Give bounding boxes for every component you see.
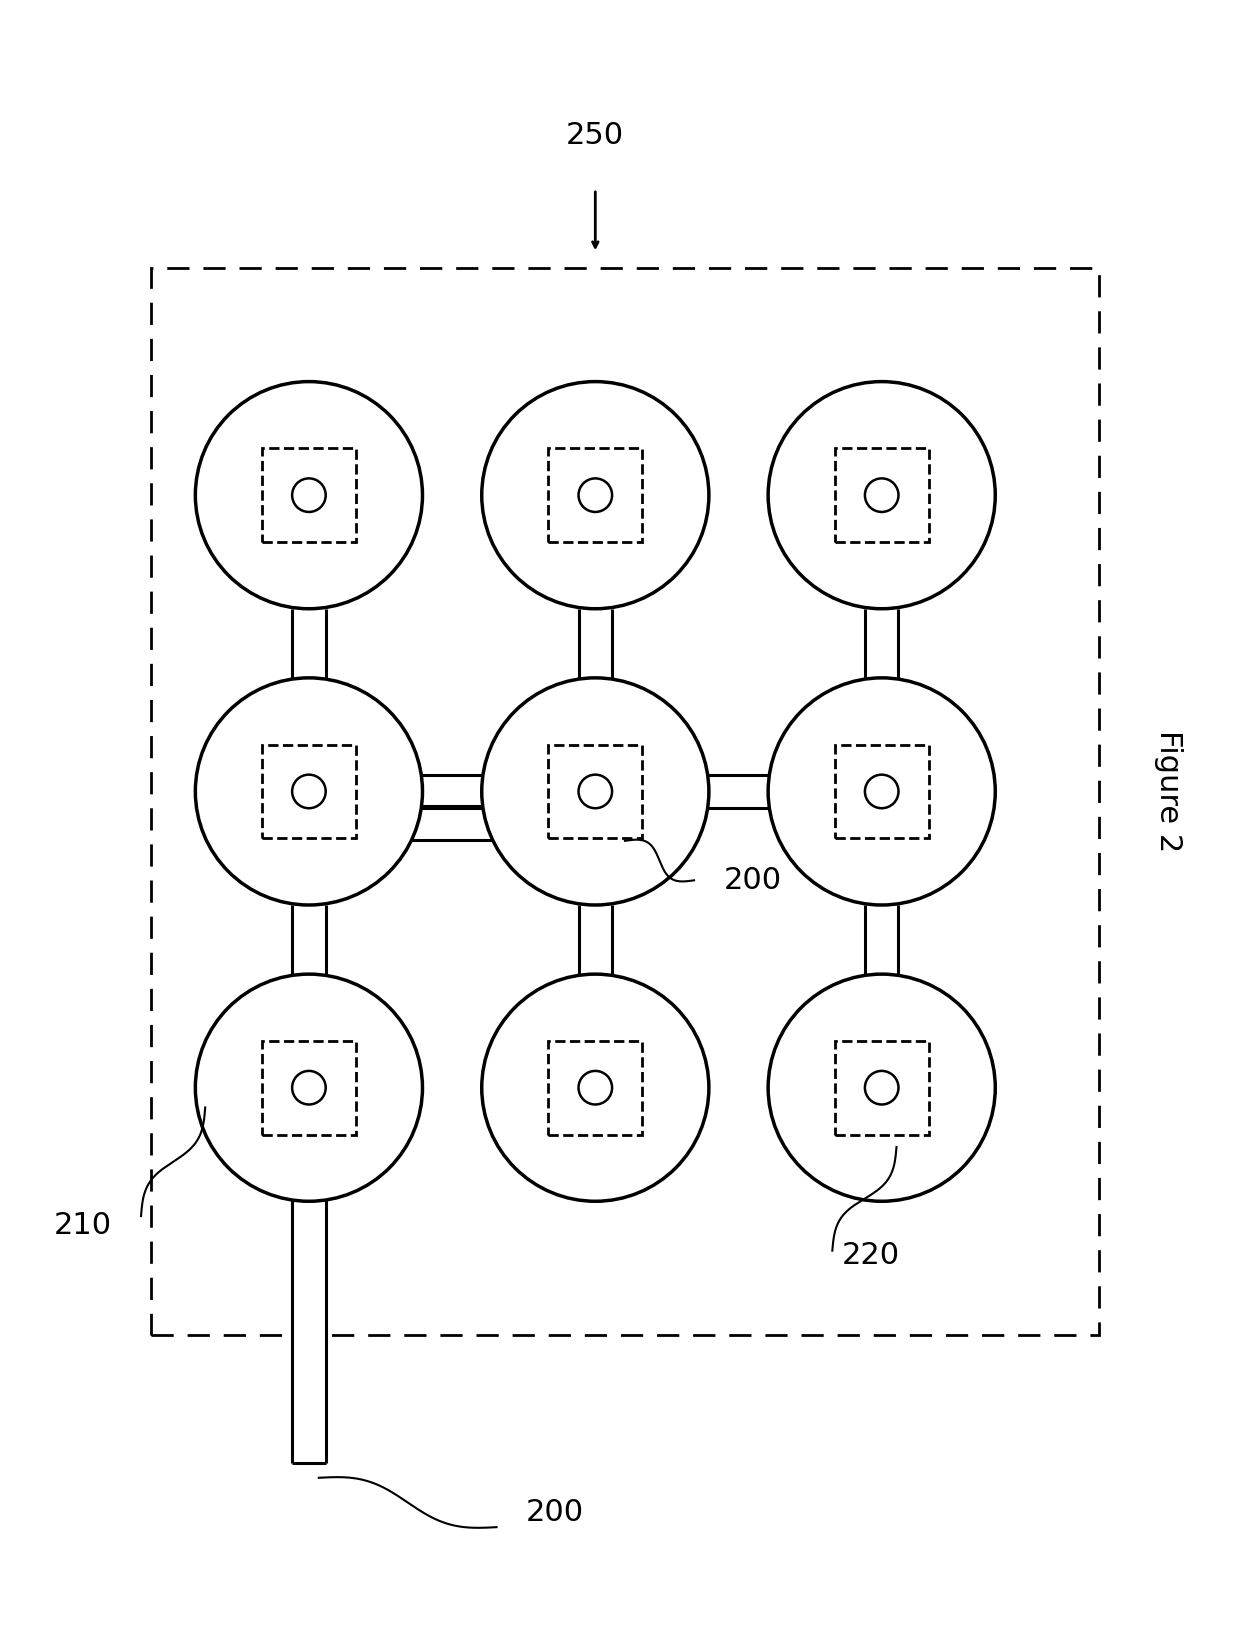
Bar [262, 1041, 356, 1135]
Text: 210: 210 [53, 1211, 112, 1241]
Text: 220: 220 [842, 1241, 900, 1270]
Bar [548, 745, 642, 838]
Circle shape [196, 677, 423, 905]
Bar [866, 905, 899, 975]
Bar [579, 608, 613, 677]
Text: 250: 250 [567, 121, 625, 150]
Bar [579, 905, 613, 975]
Circle shape [196, 382, 423, 608]
Text: 200: 200 [526, 1498, 584, 1526]
Bar [548, 1041, 642, 1135]
Circle shape [482, 677, 709, 905]
Circle shape [196, 975, 423, 1201]
Bar [309, 775, 882, 808]
Bar [835, 1041, 929, 1135]
Bar [548, 448, 642, 542]
Bar [293, 905, 326, 975]
Bar [835, 745, 929, 838]
Circle shape [768, 677, 996, 905]
Bar [835, 448, 929, 542]
Bar [866, 608, 899, 677]
Bar [151, 268, 1099, 1335]
Circle shape [768, 975, 996, 1201]
Circle shape [482, 975, 709, 1201]
Bar [262, 745, 356, 838]
Bar [326, 806, 595, 839]
Text: 200: 200 [724, 866, 781, 895]
Bar [262, 448, 356, 542]
Bar [293, 975, 326, 1464]
Bar [293, 608, 326, 677]
Circle shape [768, 382, 996, 608]
Text: Figure 2: Figure 2 [1153, 730, 1183, 852]
Circle shape [482, 382, 709, 608]
